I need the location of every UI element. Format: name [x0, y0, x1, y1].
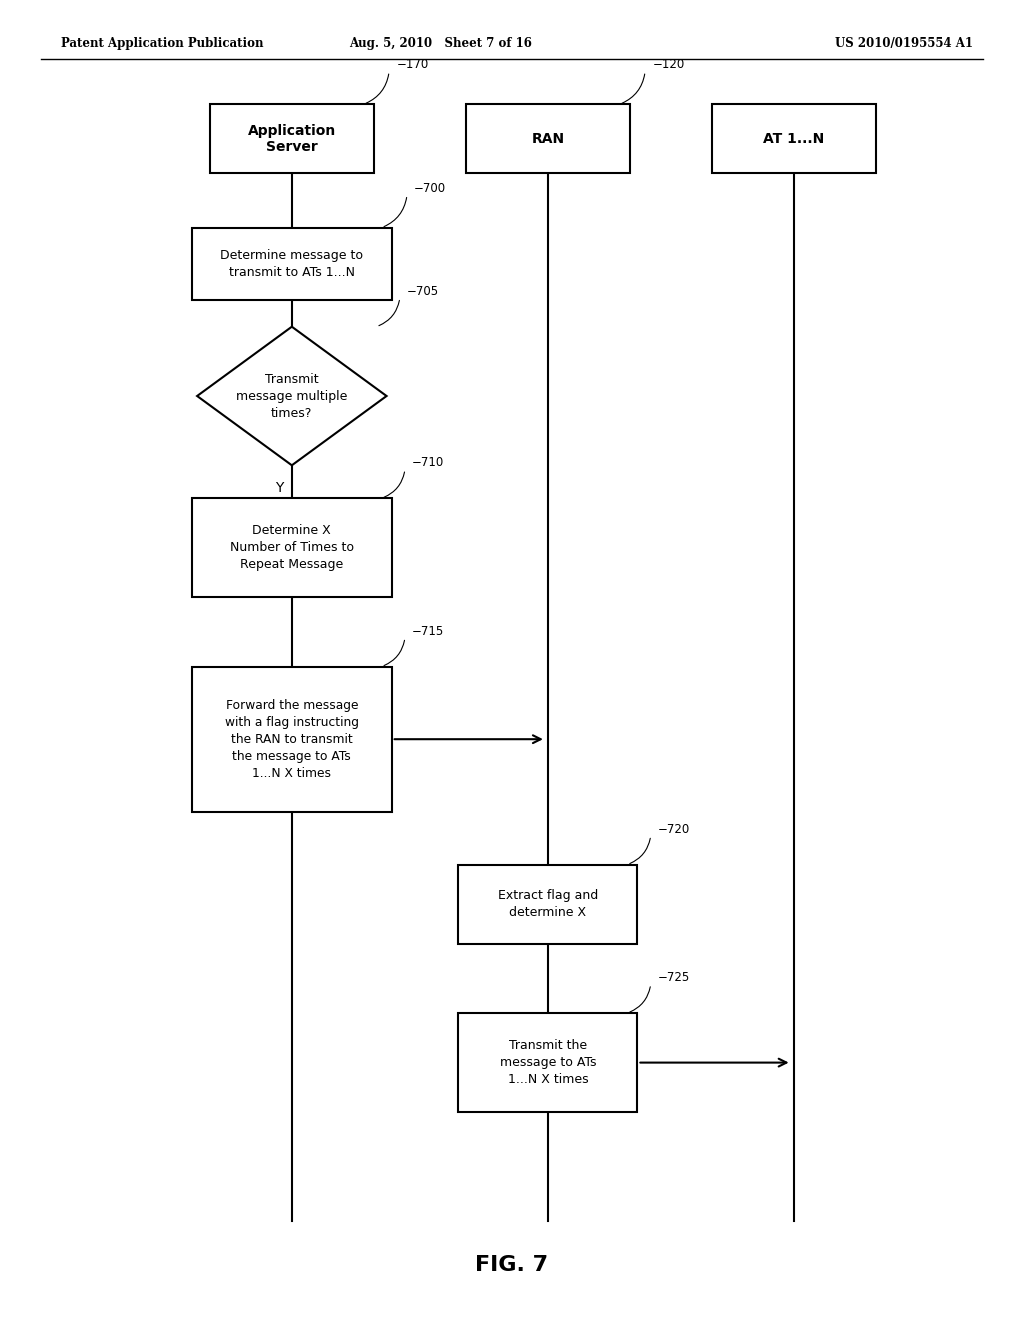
Text: −720: −720 [658, 822, 690, 836]
Polygon shape [197, 327, 386, 466]
Text: Determine X
Number of Times to
Repeat Message: Determine X Number of Times to Repeat Me… [229, 524, 354, 572]
Text: −710: −710 [412, 457, 444, 470]
Text: Transmit the
message to ATs
1...N X times: Transmit the message to ATs 1...N X time… [500, 1039, 596, 1086]
Bar [466, 104, 630, 173]
Bar [191, 667, 391, 812]
Text: −700: −700 [414, 182, 446, 195]
Text: Patent Application Publication: Patent Application Publication [61, 37, 264, 50]
Text: US 2010/0195554 A1: US 2010/0195554 A1 [835, 37, 973, 50]
Bar [712, 104, 876, 173]
Text: −725: −725 [658, 972, 690, 985]
Text: AT 1...N: AT 1...N [763, 132, 824, 145]
Text: −120: −120 [652, 58, 684, 71]
Text: Forward the message
with a flag instructing
the RAN to transmit
the message to A: Forward the message with a flag instruct… [225, 698, 358, 780]
Text: Y: Y [275, 482, 284, 495]
Text: −715: −715 [412, 624, 444, 638]
Text: −170: −170 [396, 58, 428, 71]
Text: FIG. 7: FIG. 7 [475, 1254, 549, 1275]
Text: Transmit
message multiple
times?: Transmit message multiple times? [237, 372, 347, 420]
Bar [191, 227, 391, 300]
Text: Application
Server: Application Server [248, 124, 336, 153]
Text: Aug. 5, 2010   Sheet 7 of 16: Aug. 5, 2010 Sheet 7 of 16 [349, 37, 531, 50]
Text: RAN: RAN [531, 132, 564, 145]
Text: Determine message to
transmit to ATs 1...N: Determine message to transmit to ATs 1..… [220, 249, 364, 279]
Bar [459, 1014, 637, 1111]
Text: Extract flag and
determine X: Extract flag and determine X [498, 890, 598, 919]
Bar [459, 865, 637, 944]
Bar [191, 499, 391, 597]
Text: −705: −705 [407, 285, 439, 298]
Bar [210, 104, 374, 173]
